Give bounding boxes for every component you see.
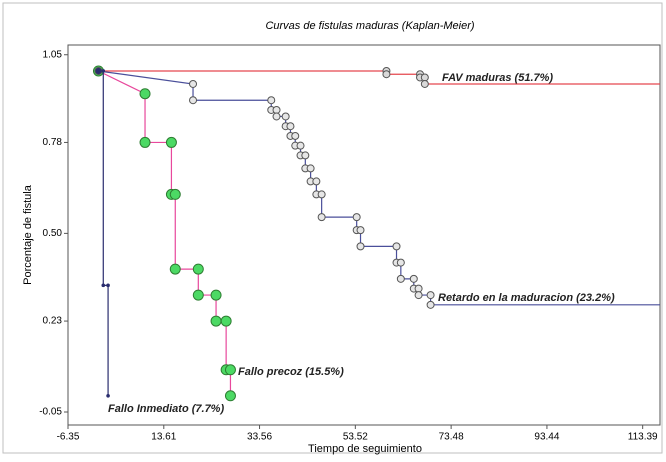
censor-marker [382, 70, 391, 79]
x-tick-label: 73.48 [439, 432, 464, 443]
x-tick-label: 113.39 [628, 432, 658, 443]
y-tick-label: 0.50 [43, 228, 63, 239]
series-label: FAV maduras (51.7%) [442, 72, 553, 84]
censor-marker [414, 291, 423, 300]
censor-marker [272, 105, 281, 114]
series-label: Fallo precoz (15.5%) [238, 366, 344, 378]
censor-marker [101, 283, 106, 288]
censor-marker [189, 96, 198, 105]
y-tick-label: 0.23 [43, 316, 63, 327]
censor-marker [409, 274, 418, 283]
censor-marker [396, 258, 405, 267]
censor-marker [291, 131, 300, 140]
censor-marker [267, 96, 276, 105]
censor-marker [189, 79, 198, 88]
censor-marker [192, 289, 204, 301]
x-tick-label: 33.56 [247, 432, 272, 443]
censor-marker [224, 364, 236, 376]
censor-marker [106, 283, 110, 288]
y-axis-label: Porcentaje de fistula [22, 184, 34, 285]
y-tick-label: -0.05 [39, 407, 62, 418]
censor-marker [106, 393, 110, 398]
censor-marker [169, 263, 181, 275]
censor-marker [420, 73, 429, 82]
censor-marker [139, 88, 151, 100]
censor-marker [306, 164, 315, 173]
chart-title: Curvas de fistulas maduras (Kaplan-Meier… [265, 20, 474, 32]
censor-marker [169, 188, 181, 200]
censor-marker [317, 213, 326, 222]
censor-marker [286, 122, 295, 131]
censor-marker [210, 289, 222, 301]
x-tick-label: 13.61 [151, 432, 176, 443]
censor-marker [414, 284, 423, 293]
censor-marker [352, 213, 361, 222]
censor-marker [94, 66, 103, 75]
censor-marker [356, 226, 365, 235]
censor-marker [356, 242, 365, 251]
censor-marker [426, 300, 435, 309]
censor-marker [165, 136, 177, 148]
x-axis-label: Tiempo de seguimiento [308, 443, 422, 455]
censor-marker [281, 112, 290, 121]
censor-marker [396, 274, 405, 283]
censor-marker [272, 112, 281, 121]
censor-marker [220, 315, 232, 327]
plot-area [67, 44, 661, 426]
x-tick-label: 53.52 [343, 432, 368, 443]
censor-marker [312, 177, 321, 186]
censor-marker [192, 263, 204, 275]
censor-marker [426, 291, 435, 300]
censor-marker [301, 151, 310, 160]
series-label: Fallo Inmediato (7.7%) [108, 403, 224, 415]
censor-marker [420, 79, 429, 88]
censor-marker [224, 390, 236, 402]
y-tick-label: 1.05 [43, 49, 63, 60]
censor-marker [392, 242, 401, 251]
censor-marker [317, 190, 326, 199]
series-label: Retardo en la maduracion (23.2%) [438, 292, 615, 304]
x-tick-label: 93.44 [534, 432, 559, 443]
x-tick-label: -6.35 [57, 432, 80, 443]
y-tick-label: 0.78 [43, 137, 63, 148]
censor-marker [139, 136, 151, 148]
censor-marker [210, 315, 222, 327]
censor-marker [101, 69, 106, 73]
censor-marker [296, 141, 305, 150]
